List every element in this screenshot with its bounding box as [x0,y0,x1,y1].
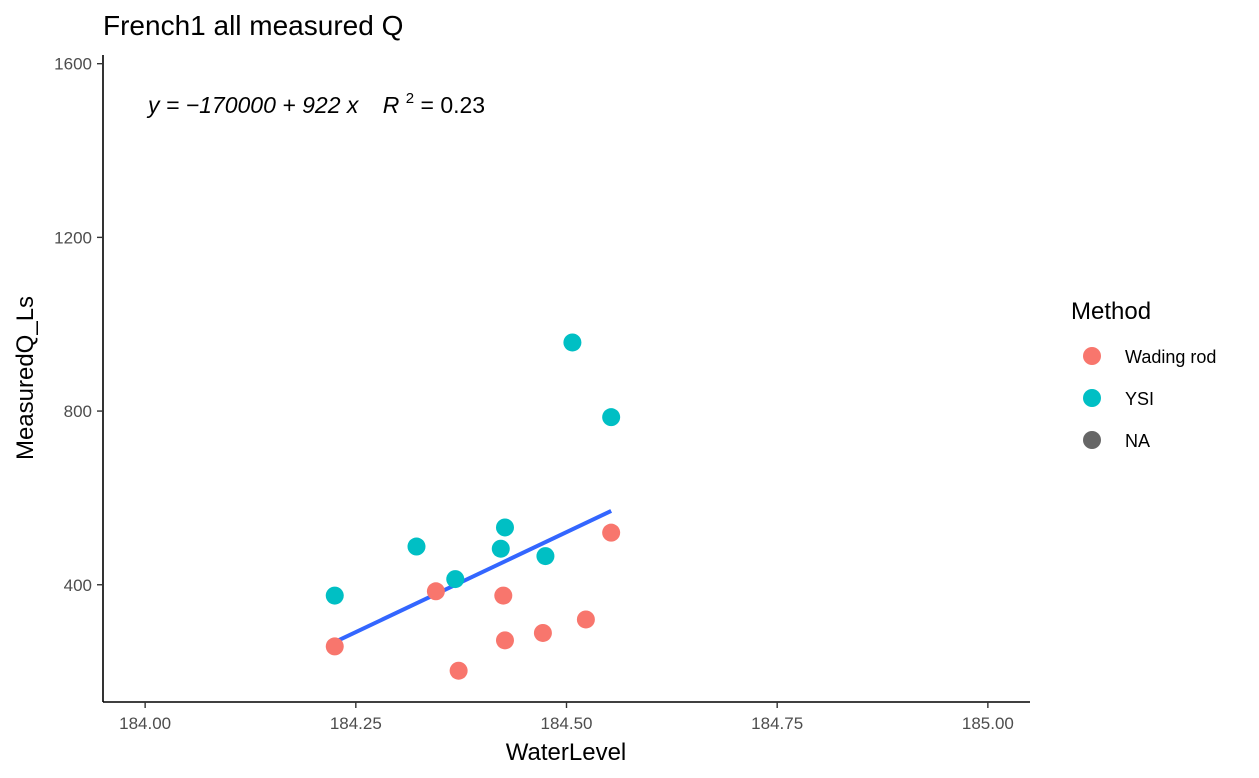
data-point-wading-rod [576,610,595,629]
data-point-wading-rod [533,623,552,642]
regression-line [333,509,613,644]
legend-key [1083,431,1101,449]
regression-line-layer [333,509,613,644]
data-point-ysi [602,408,621,427]
data-point-ysi [491,539,510,558]
y-tick-label: 400 [64,576,92,595]
x-tick-label: 184.00 [119,714,171,733]
x-tick-label: 185.00 [962,714,1014,733]
x-axis-title: WaterLevel [506,739,627,766]
x-tick-label: 184.25 [330,714,382,733]
y-axis-title: MeasuredQ_Ls [12,296,39,460]
data-point-ysi [495,518,514,537]
legend: Method Wading rod YSI NA [1071,298,1216,451]
legend-key [1083,389,1101,407]
y-tick-label: 800 [64,402,92,421]
r2-value: = 0.23 [421,92,486,118]
legend-label: YSI [1125,389,1154,409]
chart-title: French1 all measured Q [103,10,403,41]
legend-label: Wading rod [1125,347,1216,367]
data-point-wading-rod [449,661,468,680]
x-axis-ticks: 184.00 184.25 184.50 184.75 185.00 [119,702,1014,733]
data-point-wading-rod [602,523,621,542]
data-point-wading-rod [495,631,514,650]
r2-label: R [383,92,400,118]
y-tick-label: 1200 [54,228,92,247]
data-point-ysi [536,547,555,566]
data-point-ysi [446,570,465,589]
data-point-wading-rod [426,582,445,601]
equation-text: y = −170000 + 922 x [146,92,360,118]
y-tick-label: 1600 [54,55,92,74]
data-point-ysi [325,586,344,605]
x-tick-label: 184.50 [541,714,593,733]
data-point-wading-rod [325,637,344,656]
data-point-ysi [563,333,582,352]
legend-key [1083,347,1101,365]
data-point-ysi [407,537,426,556]
regression-annotation: y = −170000 + 922 x R 2 = 0.23 [146,82,485,118]
x-tick-label: 184.75 [751,714,803,733]
y-axis-ticks: 400 800 1200 1600 [54,55,103,595]
data-point-wading-rod [494,586,513,605]
legend-title: Method [1071,298,1151,325]
points-layer [325,333,621,680]
legend-entries: Wading rod YSI NA [1083,347,1216,451]
r2-superscript: 2 [406,90,414,107]
legend-label: NA [1125,431,1150,451]
